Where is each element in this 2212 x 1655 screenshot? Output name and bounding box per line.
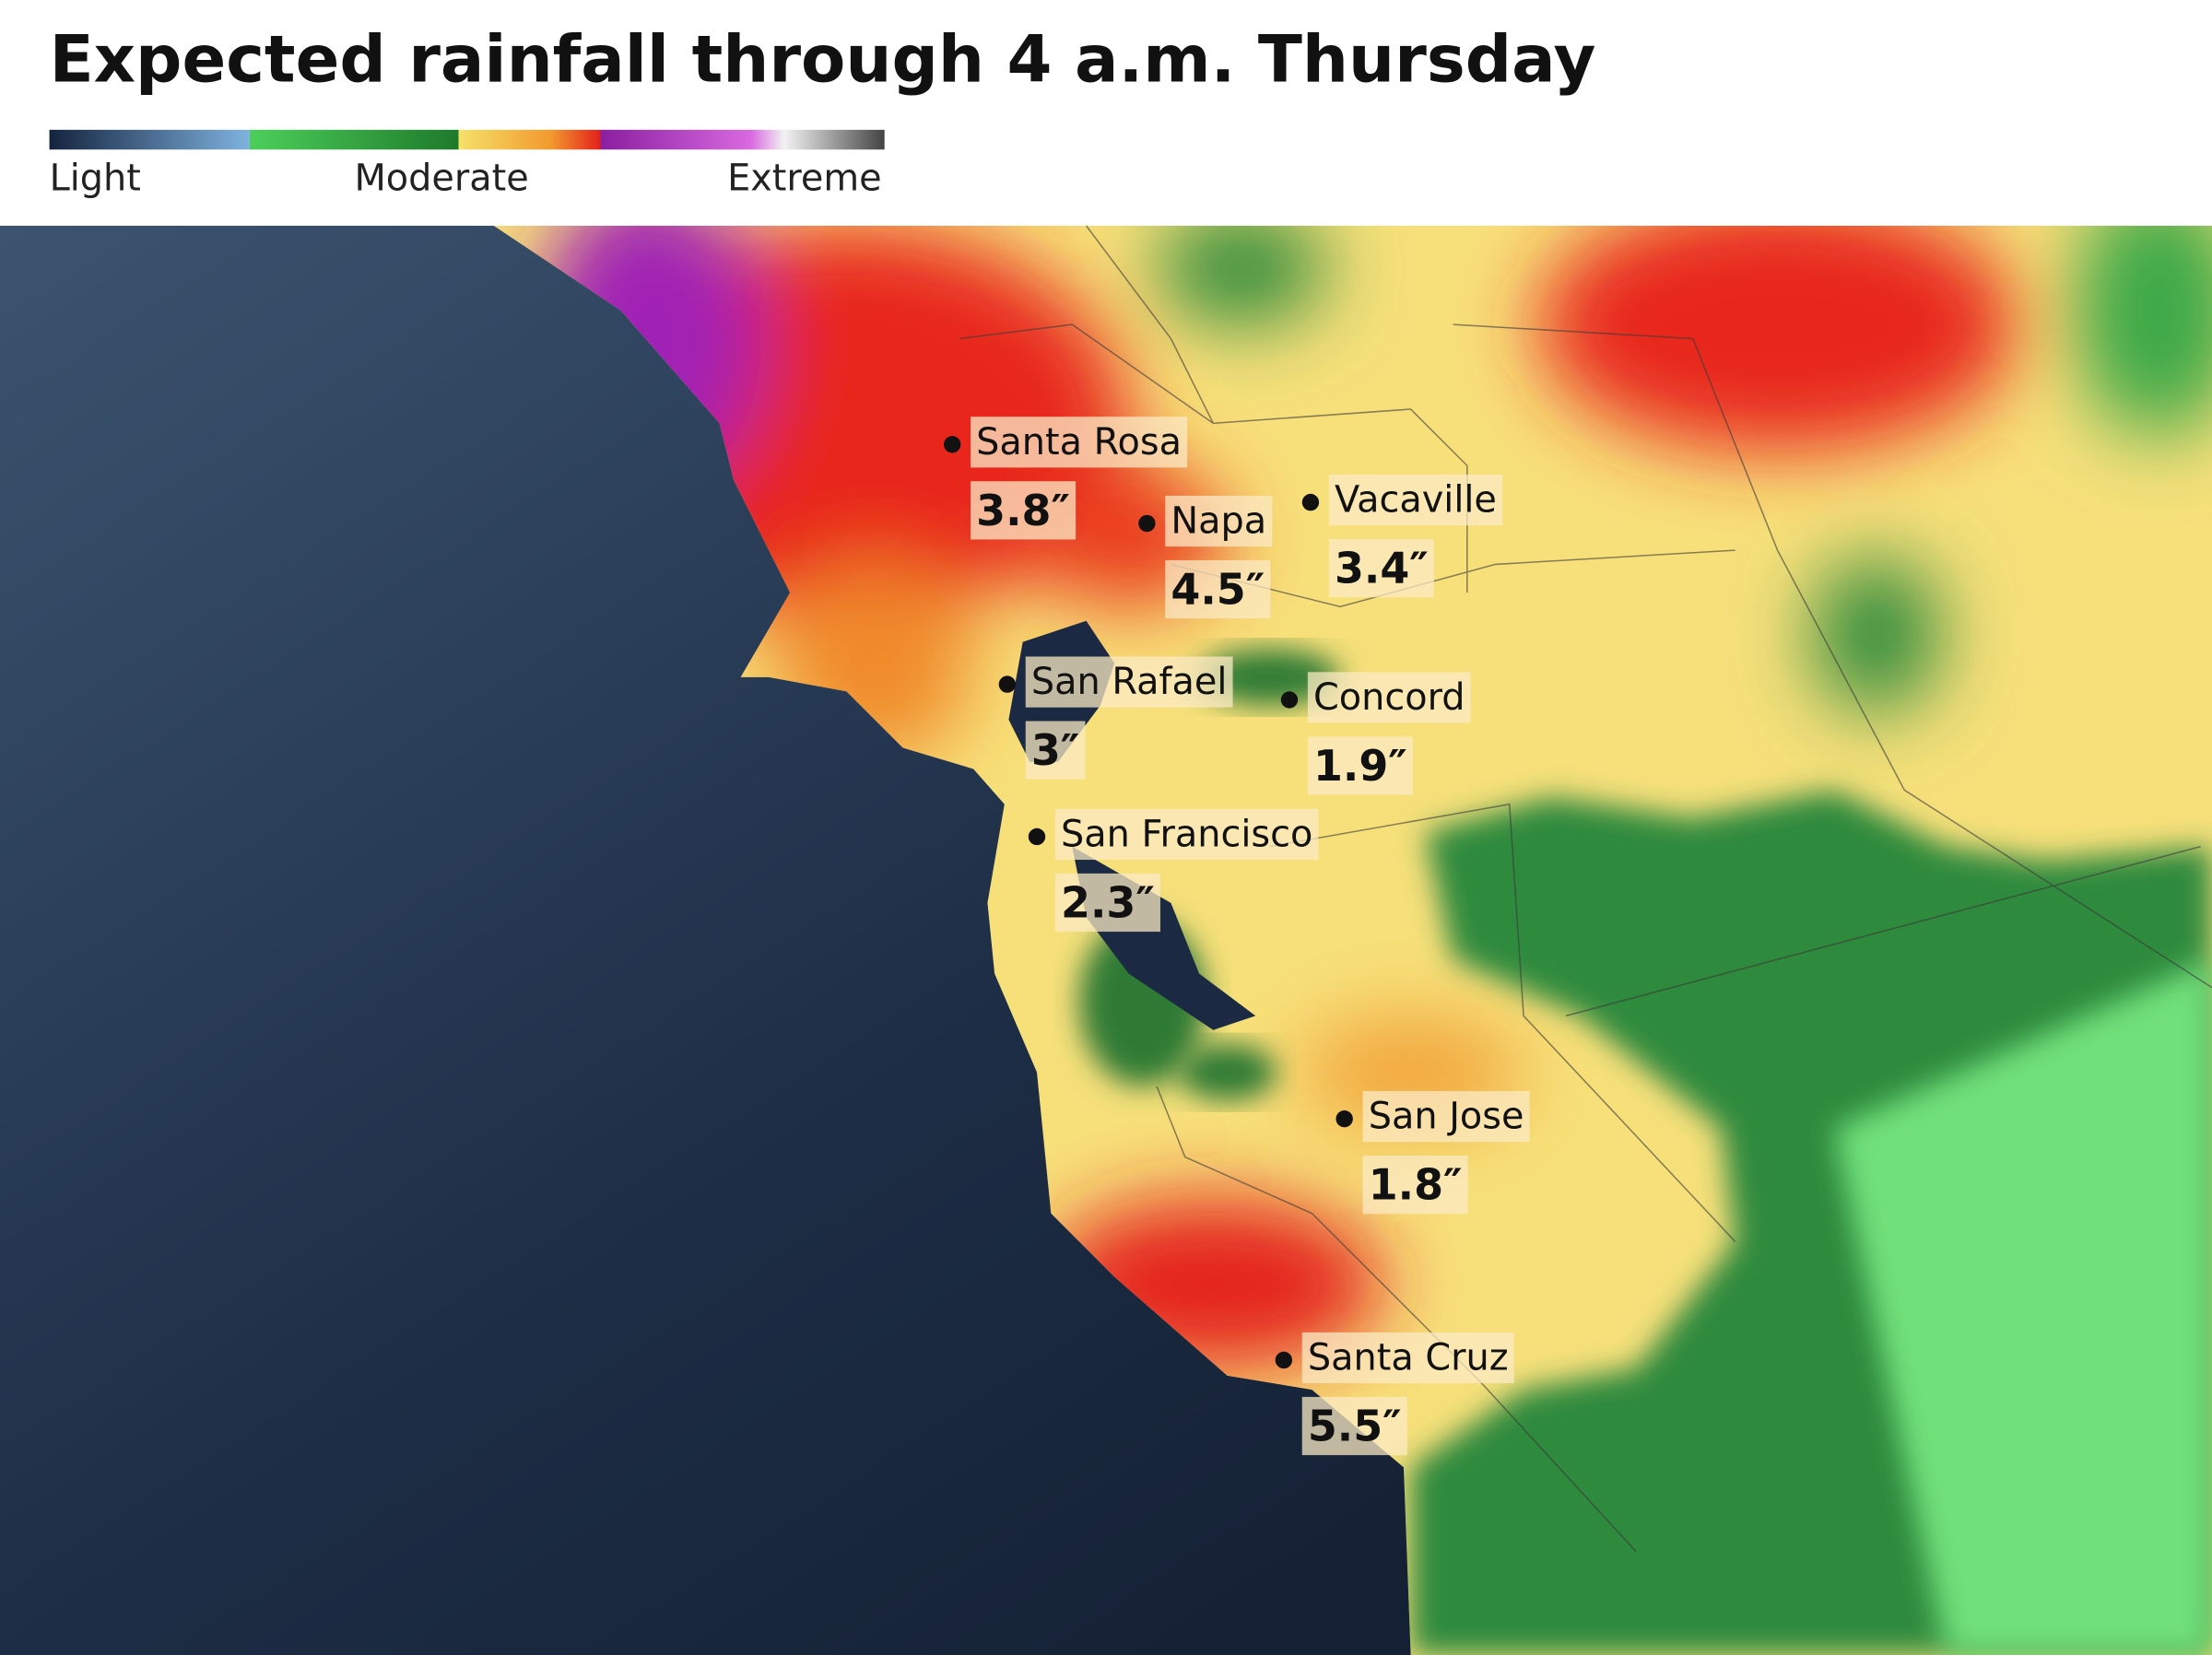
city-name-group: Vacaville [1328, 474, 1503, 526]
city-dot [1138, 514, 1156, 533]
city-name-bg [1025, 656, 1233, 708]
city-name-bg [1054, 808, 1319, 861]
header-bg [0, 0, 2212, 226]
city-name-group: San Francisco [1054, 808, 1319, 861]
city-name-group: San Jose [1362, 1091, 1530, 1143]
city-name: Napa [1171, 500, 1266, 543]
rainfall-amount: 3.8″ [976, 486, 1070, 535]
city-name: San Francisco [1061, 813, 1312, 855]
rainfall-amount: 5.5″ [1308, 1402, 1402, 1451]
city-name: San Rafael [1031, 661, 1228, 703]
rainfall-amount: 1.8″ [1369, 1160, 1463, 1210]
legend-label: Extreme [727, 157, 882, 199]
city-dot [1280, 691, 1299, 709]
city-name-group: Napa [1165, 495, 1273, 547]
legend-bar [49, 129, 885, 150]
city-name: Vacaville [1335, 479, 1497, 522]
rainfall-amount-bg [1328, 539, 1434, 598]
city-name-group: Santa Rosa [971, 417, 1188, 468]
city-name-bg [1301, 1332, 1514, 1384]
city-name: Santa Rosa [976, 421, 1182, 464]
rainfall-amount-bg [1362, 1156, 1468, 1215]
city-dot [1028, 828, 1046, 846]
city-name: Concord [1313, 676, 1465, 719]
city-name-group: Concord [1307, 672, 1471, 723]
city-name-bg [1328, 474, 1503, 526]
city-labels: Santa Rosa 3.8″ Napa 4.5″ Vacaville 3.4″ San R… [943, 417, 1530, 1456]
rainfall-amount-group: 3.8″ [971, 481, 1077, 540]
title: Expected rainfall through 4 a.m. Thursda… [50, 21, 1596, 97]
city-dot [943, 436, 961, 453]
city-name-group: San Rafael [1025, 656, 1233, 708]
legend-label: Moderate [354, 157, 528, 199]
rainfall-amount-group: 2.3″ [1054, 873, 1160, 933]
rainfall-amount-group: 3.4″ [1328, 539, 1434, 598]
rainfall-amount-group: 3″ [1025, 721, 1086, 780]
city-name-bg [1307, 672, 1471, 723]
rainfall-amount: 1.9″ [1313, 741, 1407, 791]
rainfall-amount-bg [1165, 559, 1271, 619]
rainfall-amount: 3.4″ [1335, 544, 1429, 593]
rainfall-amount-bg [971, 481, 1077, 540]
city-dot [1335, 1109, 1353, 1128]
city-name-bg [1362, 1091, 1530, 1143]
rainfall-amount-bg [1301, 1396, 1407, 1456]
city-dot [1275, 1351, 1293, 1369]
city-dot [1301, 493, 1320, 511]
city-name-bg [971, 417, 1188, 468]
rainfall-amount: 3″ [1031, 725, 1079, 775]
rainfall-amount-bg [1054, 873, 1160, 933]
rainfall-amount-group: 1.8″ [1362, 1156, 1468, 1215]
rainfall-amount: 2.3″ [1061, 877, 1155, 927]
city-name: San Jose [1369, 1096, 1524, 1138]
city-dot [998, 675, 1017, 693]
rainfall-amount-group: 1.9″ [1307, 736, 1413, 795]
rainfall-amount-bg [1307, 736, 1413, 795]
rainfall-amount-bg [1025, 721, 1086, 780]
rainfall-amount: 4.5″ [1171, 565, 1265, 615]
city-name-bg [1165, 495, 1273, 547]
rainfall-amount-group: 5.5″ [1301, 1396, 1407, 1456]
rainfall-amount-group: 4.5″ [1165, 559, 1271, 619]
city-name: Santa Cruz [1308, 1336, 1509, 1379]
legend-label: Light [50, 157, 141, 199]
city-name-group: Santa Cruz [1301, 1332, 1514, 1384]
